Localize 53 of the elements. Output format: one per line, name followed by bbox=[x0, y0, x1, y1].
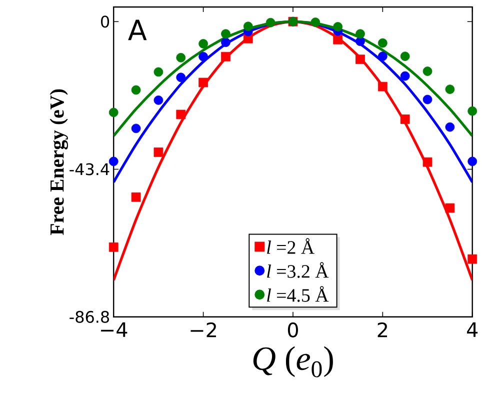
point bbox=[176, 110, 186, 120]
point bbox=[221, 38, 230, 48]
point bbox=[378, 52, 388, 62]
point bbox=[131, 124, 141, 134]
point bbox=[198, 52, 208, 62]
point bbox=[131, 85, 141, 95]
point bbox=[310, 18, 320, 28]
point bbox=[176, 72, 186, 82]
point bbox=[243, 22, 253, 32]
point bbox=[356, 54, 365, 64]
point bbox=[378, 38, 388, 48]
point bbox=[221, 29, 230, 39]
point bbox=[445, 122, 455, 132]
point bbox=[108, 156, 118, 166]
point bbox=[154, 96, 164, 106]
x-tick-label: 0 bbox=[288, 322, 298, 338]
point bbox=[266, 18, 276, 28]
point bbox=[333, 35, 343, 45]
legend-label: l =2 Å bbox=[267, 238, 314, 254]
point bbox=[422, 95, 432, 104]
point bbox=[221, 52, 230, 62]
y-tick-label: 0 bbox=[101, 16, 110, 28]
point bbox=[422, 66, 432, 76]
point bbox=[422, 158, 432, 167]
point bbox=[468, 254, 478, 264]
point bbox=[198, 39, 208, 49]
y-tick-label: -86.8 bbox=[70, 311, 110, 324]
x-tick-label: 4 bbox=[466, 322, 478, 338]
point bbox=[445, 84, 455, 94]
point bbox=[154, 148, 164, 158]
point bbox=[333, 22, 343, 32]
point bbox=[400, 72, 410, 81]
x-tick-label: −2 bbox=[190, 322, 216, 338]
x-axis-title: Q (e$_{0}$) bbox=[253, 346, 333, 378]
point bbox=[131, 192, 141, 202]
point bbox=[400, 114, 410, 124]
annotation: A bbox=[128, 20, 147, 40]
legend-label: l =4.5 Å bbox=[267, 286, 329, 302]
point bbox=[108, 108, 118, 118]
x-tick-label: 2 bbox=[378, 322, 388, 338]
x-tick-label: −4 bbox=[101, 322, 128, 338]
point bbox=[356, 36, 365, 46]
point bbox=[356, 29, 365, 39]
y-axis-title: Free Energy (eV) bbox=[50, 90, 68, 236]
legend-label: l =3.2 Å bbox=[267, 262, 329, 278]
point bbox=[108, 242, 118, 252]
point bbox=[445, 204, 455, 213]
point bbox=[400, 52, 410, 62]
y-tick-label: -43.4 bbox=[70, 163, 110, 176]
point bbox=[154, 67, 164, 77]
point bbox=[378, 82, 388, 92]
point bbox=[176, 53, 186, 63]
point bbox=[198, 78, 208, 88]
